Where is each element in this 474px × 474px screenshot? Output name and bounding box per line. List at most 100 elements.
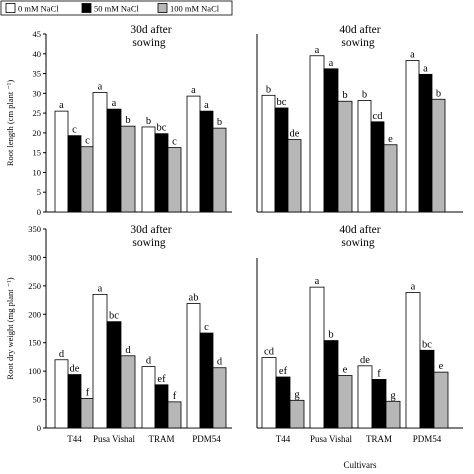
bar bbox=[337, 100, 353, 213]
data-label: e bbox=[388, 134, 393, 145]
bar bbox=[54, 359, 69, 429]
data-label: de bbox=[360, 355, 370, 366]
data-label: b bbox=[146, 116, 151, 127]
x-tick-label: T44 bbox=[67, 434, 82, 444]
panel-title: 40d after bbox=[339, 24, 380, 36]
data-label: c bbox=[204, 322, 209, 333]
y-tick-label: 45 bbox=[33, 29, 42, 39]
bar bbox=[261, 94, 276, 213]
data-label: de bbox=[290, 129, 300, 140]
data-label: b bbox=[362, 89, 367, 100]
data-label: d bbox=[59, 349, 65, 360]
data-label: c bbox=[85, 136, 90, 147]
data-label: d bbox=[217, 357, 223, 368]
data-label: bc bbox=[422, 339, 432, 350]
y-tick-label: 10 bbox=[33, 167, 42, 177]
bar bbox=[106, 108, 122, 213]
bar bbox=[212, 367, 227, 429]
data-label: a bbox=[411, 281, 416, 292]
data-label: e bbox=[343, 365, 348, 376]
data-label: g bbox=[294, 389, 300, 400]
bar bbox=[167, 147, 182, 213]
bar bbox=[357, 365, 373, 429]
panel-title: 30d after bbox=[130, 224, 171, 236]
legend-frame bbox=[0, 0, 233, 16]
data-label: bc bbox=[157, 123, 167, 134]
data-label: c bbox=[72, 125, 77, 136]
bar bbox=[141, 366, 156, 429]
data-label: d bbox=[146, 356, 152, 367]
y-tick-label: 5 bbox=[37, 187, 41, 197]
x-axis-label: Cultivars bbox=[344, 460, 377, 470]
x-tick-label: TRAM bbox=[148, 434, 174, 444]
data-label: b bbox=[217, 117, 222, 128]
x-tick-label: TRAM bbox=[366, 434, 392, 444]
data-label: cd bbox=[373, 111, 384, 122]
bar bbox=[357, 100, 372, 213]
panel-title-line2: sowing bbox=[132, 237, 165, 249]
panel-title-line2: sowing bbox=[341, 237, 374, 249]
panel-0: 0 5 10 15 20 25 30 35 40 45 Root length (cm plant … bbox=[5, 24, 232, 217]
y-axis-label: Root length (cm plant ⁻¹) bbox=[5, 80, 15, 167]
y-tick-label: 30 bbox=[33, 88, 42, 98]
data-label: a bbox=[204, 100, 209, 111]
bar bbox=[433, 371, 449, 429]
bar bbox=[309, 55, 325, 213]
bar bbox=[106, 321, 122, 429]
bar bbox=[199, 332, 214, 429]
legend-label-0: 0 mM NaCl bbox=[18, 4, 59, 14]
legend-swatch-1 bbox=[81, 3, 92, 13]
y-tick-label: 50 bbox=[33, 395, 42, 405]
data-label: b bbox=[342, 90, 347, 101]
data-label: b bbox=[436, 88, 441, 99]
panel-2: 0 50 100 150 200 250 300 350 Root dry weight (mg… bbox=[5, 224, 232, 444]
y-tick-label: 250 bbox=[28, 281, 41, 291]
bar bbox=[154, 384, 169, 429]
legend: 0 mM NaCl 50 mM NaCl 100 mM NaCl bbox=[0, 0, 233, 16]
data-label: a bbox=[315, 276, 320, 287]
legend-swatch-2 bbox=[157, 3, 168, 13]
y-tick-label: 35 bbox=[33, 69, 42, 79]
data-label: cd bbox=[264, 347, 275, 358]
panels: 0 5 10 15 20 25 30 35 40 45 Root length (cm plant … bbox=[5, 24, 463, 470]
y-tick-label: 20 bbox=[33, 128, 42, 138]
y-tick-label: 200 bbox=[28, 309, 41, 319]
y-tick-label: 350 bbox=[28, 224, 41, 234]
bar bbox=[289, 399, 305, 429]
bar bbox=[405, 292, 421, 429]
bar bbox=[92, 293, 108, 429]
x-tick-label: PDM54 bbox=[192, 434, 221, 444]
bar bbox=[418, 73, 433, 213]
bar bbox=[383, 144, 398, 213]
data-label: ef bbox=[279, 366, 288, 377]
data-label: a bbox=[410, 50, 415, 61]
bar bbox=[261, 357, 277, 429]
bar bbox=[419, 349, 435, 429]
y-tick-label: 40 bbox=[33, 49, 42, 59]
bar bbox=[385, 400, 401, 429]
x-tick-label: PDM54 bbox=[413, 434, 442, 444]
bar bbox=[67, 374, 82, 429]
bar bbox=[405, 60, 420, 213]
y-tick-label: 25 bbox=[33, 108, 42, 118]
legend-swatch-0 bbox=[5, 3, 16, 13]
bar bbox=[67, 135, 82, 213]
data-label: g bbox=[390, 390, 396, 401]
data-label: f bbox=[173, 391, 177, 402]
bar bbox=[275, 376, 291, 429]
data-label: d bbox=[125, 345, 131, 356]
bar bbox=[186, 303, 201, 429]
legend-label-1: 50 mM NaCl bbox=[94, 4, 140, 14]
data-label: b bbox=[328, 330, 333, 341]
legend-label-2: 100 mM NaCl bbox=[170, 4, 220, 14]
bar bbox=[141, 126, 156, 213]
bar bbox=[337, 375, 353, 429]
x-tick-label: T44 bbox=[276, 434, 291, 444]
bar bbox=[120, 125, 136, 213]
y-axis-label: Root dry weight (mg plant ⁻¹) bbox=[5, 277, 15, 379]
data-label: e bbox=[439, 361, 444, 372]
panel-title: 30d after bbox=[130, 24, 171, 36]
